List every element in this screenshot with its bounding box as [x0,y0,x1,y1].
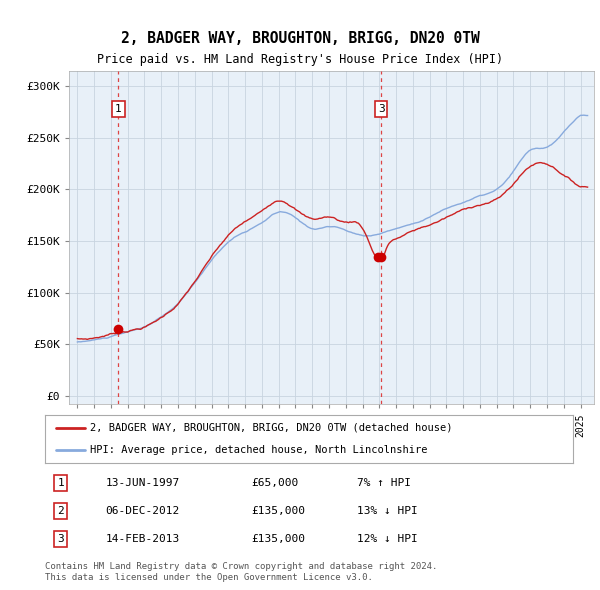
Text: 2, BADGER WAY, BROUGHTON, BRIGG, DN20 0TW (detached house): 2, BADGER WAY, BROUGHTON, BRIGG, DN20 0T… [90,423,452,433]
Text: This data is licensed under the Open Government Licence v3.0.: This data is licensed under the Open Gov… [45,572,373,582]
Text: 3: 3 [58,534,64,544]
Text: 7% ↑ HPI: 7% ↑ HPI [356,478,410,488]
Text: 2, BADGER WAY, BROUGHTON, BRIGG, DN20 0TW: 2, BADGER WAY, BROUGHTON, BRIGG, DN20 0T… [121,31,479,46]
Text: 1: 1 [58,478,64,488]
Text: Price paid vs. HM Land Registry's House Price Index (HPI): Price paid vs. HM Land Registry's House … [97,53,503,65]
Text: £65,000: £65,000 [251,478,298,488]
Text: £135,000: £135,000 [251,506,305,516]
Text: 13% ↓ HPI: 13% ↓ HPI [356,506,417,516]
Text: 13-JUN-1997: 13-JUN-1997 [106,478,180,488]
Text: HPI: Average price, detached house, North Lincolnshire: HPI: Average price, detached house, Nort… [90,445,427,455]
Text: £135,000: £135,000 [251,534,305,544]
Text: 06-DEC-2012: 06-DEC-2012 [106,506,180,516]
Text: 1: 1 [115,104,122,114]
Text: 12% ↓ HPI: 12% ↓ HPI [356,534,417,544]
Text: Contains HM Land Registry data © Crown copyright and database right 2024.: Contains HM Land Registry data © Crown c… [45,562,437,571]
Text: 3: 3 [378,104,385,114]
Text: 14-FEB-2013: 14-FEB-2013 [106,534,180,544]
Text: 2: 2 [58,506,64,516]
